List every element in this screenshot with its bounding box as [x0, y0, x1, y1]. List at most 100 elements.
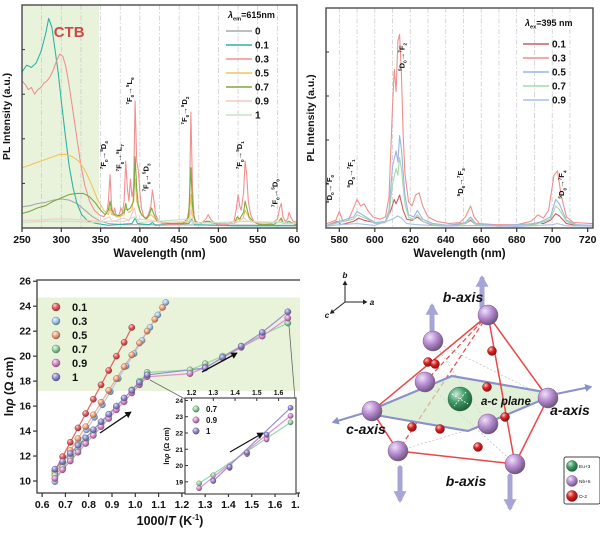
data-point	[113, 352, 120, 360]
x-tick-label: 1.0	[128, 499, 143, 511]
trend-arrow	[201, 352, 238, 373]
spectrum-series-0.3	[21, 53, 298, 226]
data-point	[90, 432, 97, 439]
legend-item-label: 0.3	[255, 55, 269, 66]
legend-marker	[51, 344, 61, 354]
data-point	[244, 449, 250, 456]
inset-x-tick-label: 1.4	[230, 390, 240, 397]
legend-item-label: 0.1	[255, 41, 269, 52]
data-point	[287, 419, 294, 426]
spectrum-series-0	[21, 198, 298, 226]
x-tick-label: 0.6	[35, 499, 50, 511]
data-point	[82, 434, 90, 442]
data-point	[105, 367, 113, 374]
inset-y-tick-label: 21	[175, 447, 183, 454]
legend-item-label: 0.1	[552, 40, 566, 51]
oxygen-atom	[500, 412, 510, 422]
inset-trend-arrow	[229, 432, 264, 453]
peak-annotation: 5D0→7F4	[557, 170, 567, 199]
y-tick-label: 16	[19, 401, 31, 413]
data-point	[74, 442, 82, 449]
niobium-atom	[361, 400, 383, 422]
spectrum-series-0.7	[21, 156, 298, 226]
y-tick-label: 26	[19, 276, 31, 288]
data-point	[97, 399, 105, 406]
inset-legend-item-label: 1	[206, 427, 211, 436]
legend-item-label: 0.9	[255, 97, 269, 108]
inset-legend-marker	[192, 427, 200, 435]
peak-annotation: 7F0→5D1	[235, 141, 245, 170]
data-point	[128, 351, 136, 359]
data-point	[237, 342, 245, 350]
triad-c-axis	[329, 301, 346, 314]
x-tick-label: 660	[472, 234, 490, 246]
bond-line	[432, 340, 549, 399]
data-point	[128, 387, 136, 394]
data-point	[263, 436, 270, 443]
peak-annotation: 7F0→5D3	[141, 163, 151, 192]
x-tick-label: 1.1	[151, 499, 166, 511]
y-tick-label: 22	[19, 326, 31, 338]
europium-atom	[447, 386, 473, 412]
y-axis-label: PL Intensity (a.u.)	[1, 73, 13, 160]
niobium-atom	[477, 304, 499, 326]
cell-edge-dashed	[424, 314, 489, 383]
axis-annotation: c-axis	[346, 421, 386, 437]
peak-annotation: 7F0→5D2	[180, 96, 190, 125]
x-tick-label: 1.3	[198, 499, 213, 511]
legend-item-label: 0.5	[552, 68, 566, 79]
data-point	[66, 450, 74, 457]
inset-y-tick-label: 23	[175, 414, 183, 421]
peak-annotation: 7F0→5L7	[115, 144, 125, 172]
data-point	[120, 363, 128, 371]
data-point	[74, 424, 82, 432]
y-axis-label: lnρ (Ω cm)	[2, 357, 16, 417]
data-point	[128, 324, 136, 331]
data-point	[210, 478, 217, 484]
trend-arrow	[99, 411, 132, 434]
spectrum-series-1	[21, 216, 298, 225]
legend-item-label: 1	[72, 372, 78, 384]
y-tick-label: 14	[19, 426, 31, 438]
x-tick-label: 1.4	[221, 499, 236, 511]
spectrum-series-0.1	[21, 17, 297, 227]
x-tick-label: 700	[543, 234, 561, 246]
data-point	[226, 464, 233, 471]
data-point	[136, 339, 143, 347]
axis-annotation: c	[325, 311, 330, 320]
niobium-atom	[477, 413, 499, 435]
data-point	[186, 370, 194, 377]
x-tick-label: 250	[13, 234, 31, 246]
inset-y-tick-label: 22	[175, 430, 183, 437]
x-tick-label: 580	[331, 234, 349, 246]
axis-annotation: a-c plane	[481, 396, 531, 408]
spectrum-series-0.7	[326, 157, 594, 227]
data-point	[90, 426, 97, 434]
y-tick-label: 10	[19, 476, 31, 488]
legend-item-label: 0.7	[255, 83, 269, 94]
axis-annotation: a-axis	[550, 402, 590, 418]
legend-item-label: 0.3	[552, 54, 566, 65]
y-axis-label: PL Intensity (a.u.)	[305, 74, 317, 161]
inset-legend-marker	[192, 405, 200, 413]
data-point	[82, 410, 90, 417]
oxygen-atom	[473, 442, 483, 452]
x-tick-label: 0.9	[105, 499, 120, 511]
x-tick-label: 1.5	[244, 499, 259, 511]
data-point	[59, 458, 66, 466]
data-point	[287, 413, 294, 419]
x-tick-label: 350	[92, 234, 110, 246]
zoom-callout-line	[149, 379, 186, 400]
eu-highlight	[451, 391, 469, 407]
legend-marker	[51, 372, 61, 382]
data-point	[136, 379, 143, 386]
data-point	[284, 314, 292, 322]
legend-item-label: 0.7	[72, 344, 87, 356]
x-tick-label: 450	[170, 234, 188, 246]
data-point	[51, 465, 59, 473]
cell-edge	[514, 397, 549, 465]
data-point	[82, 423, 90, 431]
niobium-atom	[504, 453, 526, 475]
inset-x-tick-label: 1.6	[274, 390, 284, 397]
